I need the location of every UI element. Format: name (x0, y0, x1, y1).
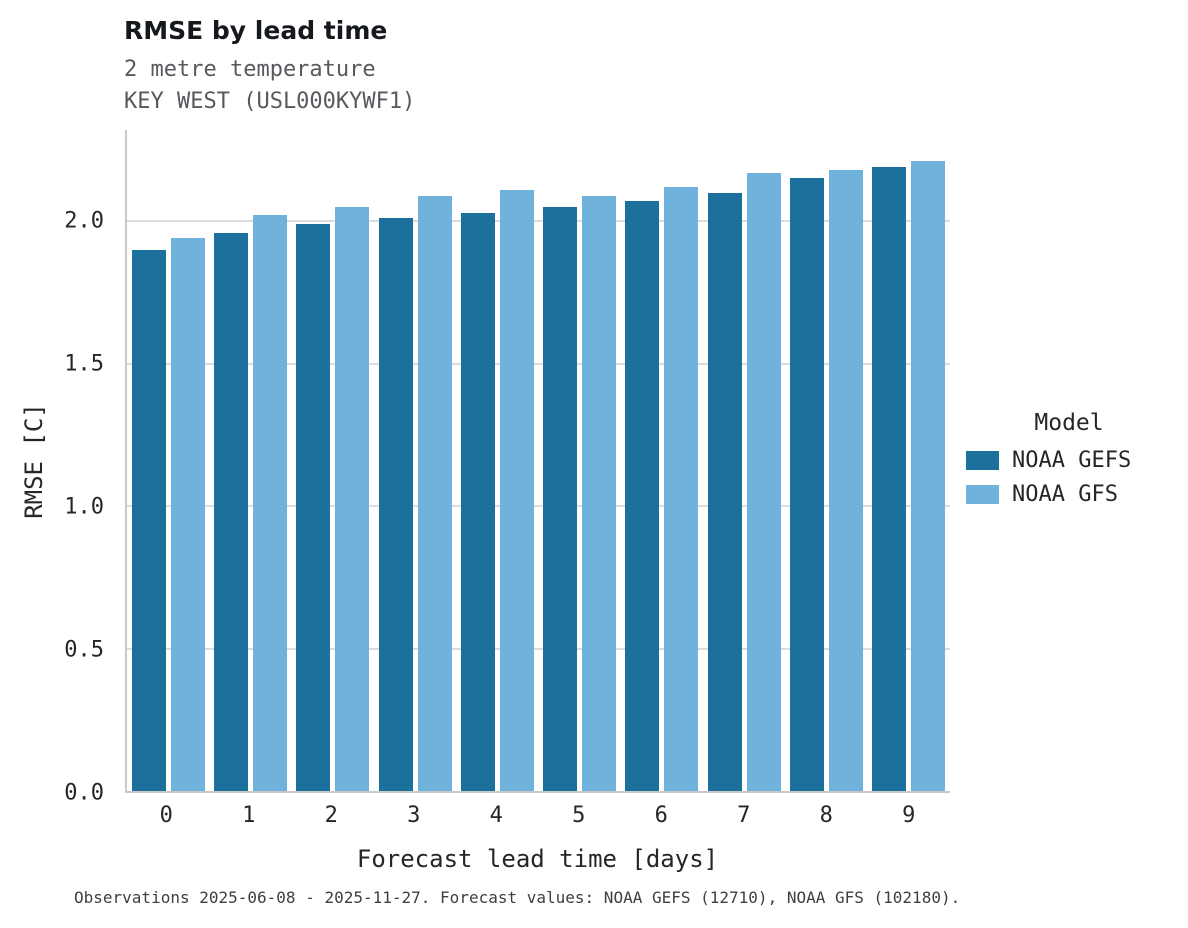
bar-group-lead-6 (621, 130, 703, 791)
x-tick-label-6: 6 (654, 803, 668, 828)
gridline-y-1.0 (127, 505, 950, 508)
legend-entry-noaa-gfs: NOAA GFS (966, 482, 1172, 507)
legend-swatch-noaa-gefs (966, 451, 999, 470)
y-tick-label-1.0: 1.0 (64, 494, 104, 520)
bar-group-lead-7 (703, 130, 785, 791)
bar-noaa-gefs-lead-2 (296, 224, 331, 791)
bar-group-lead-8 (785, 130, 867, 791)
gridline-y-0.5 (127, 647, 950, 650)
bar-noaa-gefs-lead-1 (213, 232, 248, 791)
bars-layer (127, 130, 950, 791)
bar-noaa-gefs-lead-4 (460, 212, 495, 791)
x-tick-label-0: 0 (159, 803, 173, 828)
bar-noaa-gefs-lead-6 (625, 201, 660, 791)
gridline-y-2.0 (127, 220, 950, 223)
x-tick-label-7: 7 (737, 803, 751, 828)
bar-group-lead-0 (127, 130, 209, 791)
legend-title: Model (1034, 410, 1104, 436)
bar-noaa-gefs-lead-8 (790, 178, 825, 791)
bar-group-lead-1 (209, 130, 291, 791)
bar-group-lead-3 (374, 130, 456, 791)
title-block: RMSE by lead time 2 metre temperature KE… (124, 16, 415, 118)
bar-group-lead-9 (868, 130, 950, 791)
gridline-y-1.5 (127, 362, 950, 365)
bar-group-lead-4 (456, 130, 538, 791)
bar-noaa-gfs-lead-1 (252, 215, 287, 791)
chart-subtitle-station: KEY WEST (USL000KYWF1) (124, 88, 416, 114)
bar-noaa-gefs-lead-3 (378, 218, 413, 791)
y-tick-label-1.5: 1.5 (64, 351, 104, 377)
bar-noaa-gfs-lead-6 (664, 186, 699, 791)
bar-group-lead-5 (538, 130, 620, 791)
legend: Model NOAA GEFS NOAA GFS (966, 410, 1172, 516)
bar-noaa-gefs-lead-5 (543, 206, 578, 791)
bar-noaa-gfs-lead-0 (170, 238, 205, 791)
bar-noaa-gfs-lead-9 (911, 161, 946, 791)
y-tick-label-0.0: 0.0 (64, 780, 104, 806)
bar-noaa-gefs-lead-0 (131, 249, 166, 791)
legend-label-noaa-gfs: NOAA GFS (1012, 482, 1118, 507)
bar-noaa-gfs-lead-5 (582, 195, 617, 791)
x-tick-label-5: 5 (572, 803, 586, 828)
x-tick-label-9: 9 (902, 803, 916, 828)
legend-label-noaa-gefs: NOAA GEFS (1012, 448, 1132, 473)
legend-entry-noaa-gefs: NOAA GEFS (966, 448, 1172, 473)
bar-noaa-gefs-lead-7 (707, 192, 742, 791)
bar-group-lead-2 (292, 130, 374, 791)
legend-swatch-noaa-gfs (966, 485, 999, 504)
bar-noaa-gfs-lead-3 (417, 195, 452, 791)
x-axis-tick-labels: 0 1 2 3 4 5 6 7 8 9 (125, 803, 950, 828)
y-tick-label-0.5: 0.5 (64, 637, 104, 663)
x-tick-label-1: 1 (242, 803, 256, 828)
legend-entries: NOAA GEFS NOAA GFS (966, 448, 1172, 507)
bar-noaa-gfs-lead-2 (335, 206, 370, 791)
plot-area (125, 130, 950, 793)
x-tick-label-3: 3 (407, 803, 421, 828)
bar-noaa-gfs-lead-7 (746, 172, 781, 791)
chart-title: RMSE by lead time (124, 16, 388, 45)
x-tick-label-2: 2 (324, 803, 338, 828)
bar-noaa-gefs-lead-9 (872, 167, 907, 791)
chart-subtitle-variable: 2 metre temperature (124, 57, 376, 82)
y-tick-label-2.0: 2.0 (64, 208, 104, 234)
caption: Observations 2025-06-08 - 2025-11-27. Fo… (74, 888, 961, 907)
bar-noaa-gfs-lead-4 (499, 189, 534, 791)
x-tick-label-4: 4 (489, 803, 503, 828)
x-axis-label: Forecast lead time [days] (356, 845, 719, 873)
x-tick-label-8: 8 (819, 803, 833, 828)
y-axis-tick-labels: 0.0 0.5 1.0 1.5 2.0 (0, 130, 104, 806)
bar-noaa-gfs-lead-8 (829, 169, 864, 791)
